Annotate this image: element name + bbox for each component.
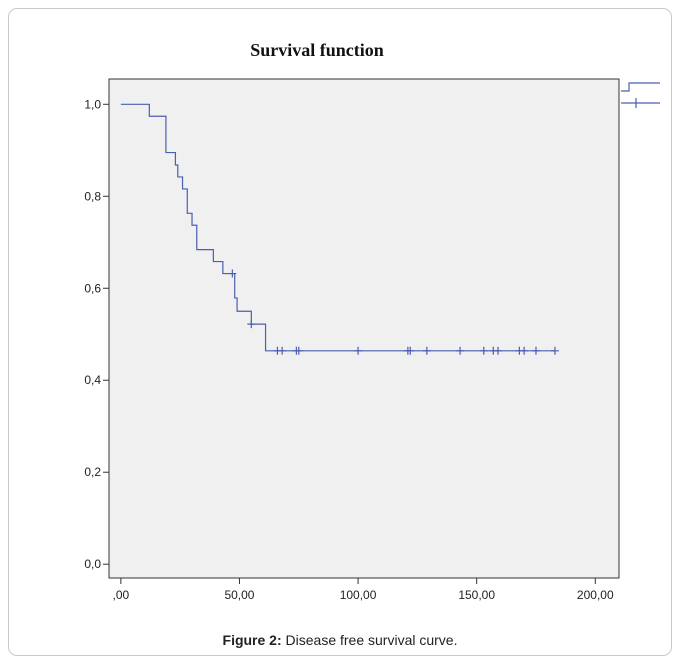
legend-step-swatch (621, 82, 660, 92)
censor-marks (228, 269, 559, 355)
censor-mark (531, 346, 540, 355)
y-tick-label: 0,4 (84, 373, 101, 387)
y-tick-label: 0,2 (84, 465, 101, 479)
caption-text: Disease free survival curve. (285, 632, 458, 648)
y-tick-label: 0,0 (84, 557, 101, 571)
censor-mark (406, 346, 415, 355)
chart-title: Survival function (250, 40, 384, 60)
y-tick-label: 0,6 (84, 281, 101, 295)
x-axis: ,00 50,00 100,00 150,00 200,00 (113, 578, 614, 602)
censor-mark (456, 346, 465, 355)
x-tick-label: 50,00 (224, 588, 254, 602)
x-tick-label: 200,00 (577, 588, 614, 602)
survival-step-line (120, 103, 555, 352)
censor-mark (354, 346, 363, 355)
legend-censor-swatch (621, 98, 660, 108)
censor-mark (228, 269, 237, 278)
plot-area (108, 78, 620, 579)
x-tick-label: 100,00 (340, 588, 377, 602)
censor-mark (294, 346, 303, 355)
caption-label: Figure 2: (222, 632, 282, 648)
y-axis: 0,0 0,2 0,4 0,6 0,8 1,0 (84, 97, 109, 571)
y-tick-label: 0,8 (84, 189, 101, 203)
x-tick-label: 150,00 (458, 588, 495, 602)
censor-mark (520, 346, 529, 355)
figure-caption: Figure 2: Disease free survival curve. (0, 632, 680, 648)
x-tick-label: ,00 (113, 588, 130, 602)
censor-mark (550, 346, 559, 355)
y-tick-label: 1,0 (84, 97, 101, 111)
censor-mark (494, 346, 503, 355)
censor-mark (247, 320, 256, 329)
legend (621, 82, 660, 108)
censor-mark (278, 346, 287, 355)
censor-mark (422, 346, 431, 355)
censor-mark (479, 346, 488, 355)
